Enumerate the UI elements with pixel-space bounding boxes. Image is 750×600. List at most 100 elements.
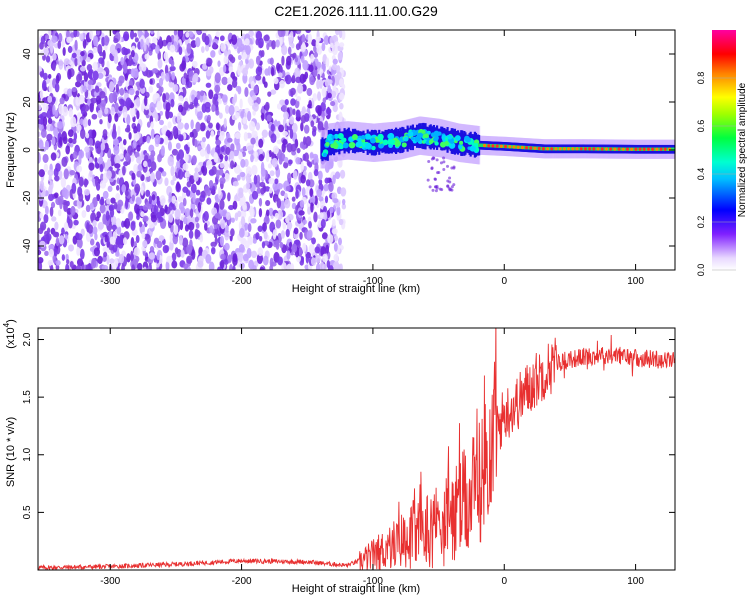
spectrogram-noise-cell [96, 193, 101, 202]
spectrogram-noise-cell [68, 137, 73, 144]
spectrogram-noise-cell [168, 111, 174, 119]
spectrogram-noise-cell [164, 177, 169, 187]
spectrogram-noise-cell [338, 92, 345, 101]
spectrogram-noise-cell [170, 165, 175, 177]
spectrogram-noise-cell [90, 257, 97, 269]
spectrogram-noise-cell [252, 109, 256, 116]
spectrogram-noise-cell [58, 32, 63, 43]
spectrogram-noise-cell [181, 76, 187, 86]
spectrogram-noise-cell [171, 195, 177, 204]
spectrogram-noise-cell [240, 110, 244, 119]
spectrogram-noise-cell [47, 169, 54, 176]
spectrogram-noise-cell [239, 227, 245, 238]
spectrogram-noise-cell [99, 51, 103, 57]
spectrogram-noise-cell [305, 135, 312, 147]
spectrogram-noise-cell [71, 87, 77, 93]
spectrogram-signal-peak [407, 131, 414, 137]
spectrogram-noise-cell [296, 95, 301, 102]
spectrogram-noise-cell [172, 125, 178, 136]
spectrogram-noise-cell [188, 103, 195, 110]
spectrogram-noise-cell [215, 144, 221, 155]
spectrogram-noise-cell [253, 174, 258, 185]
spectrogram-noise-cell [265, 209, 270, 217]
spectrogram-signal-max [613, 147, 617, 151]
spectrogram-noise-cell [111, 224, 117, 231]
spectrogram-noise-cell [287, 213, 294, 221]
spectrogram-ytick-label: -40 [22, 238, 33, 253]
spectrogram-noise-cell [282, 138, 288, 145]
snr-xlabel: Height of straight line (km) [292, 583, 420, 595]
spectrogram-noise-cell [278, 156, 283, 165]
spectrogram-noise-cell [283, 156, 289, 163]
spectrogram-noise-cell [272, 145, 279, 155]
spectrogram-noise-cell [144, 95, 148, 107]
spectrogram-signal-max [575, 147, 579, 151]
spectrogram-noise-cell [123, 138, 127, 146]
spectrogram-noise-cell [38, 233, 41, 241]
spectrogram-noise-cell [92, 46, 98, 54]
spectrogram-tail-cell [452, 183, 456, 187]
spectrogram-signal-peak [327, 133, 334, 141]
spectrogram-noise-cell [195, 222, 200, 229]
spectrogram-noise-cell [55, 237, 60, 247]
spectrogram-noise-cell [182, 237, 189, 248]
spectrogram-noise-cell [228, 54, 234, 61]
spectrogram-noise-cell [82, 85, 87, 93]
spectrogram-noise-cell [281, 55, 285, 66]
spectrogram-noise-cell [289, 36, 294, 43]
spectrogram-signal-max [663, 147, 667, 151]
spectrogram-noise-cell [287, 46, 292, 55]
spectrogram-signal-max [609, 147, 613, 151]
spectrogram-noise-cell [261, 129, 268, 138]
spectrogram-noise-cell [223, 50, 229, 57]
spectrogram-noise-cell [130, 50, 135, 58]
spectrogram-noise-cell [262, 76, 266, 85]
spectrogram-noise-cell [219, 35, 225, 42]
spectrogram-noise-cell [302, 60, 309, 71]
spectrogram-noise-cell [179, 63, 186, 72]
spectrogram-noise-cell [311, 39, 317, 47]
spectrogram-noise-cell [296, 30, 302, 34]
spectrogram-signal-max [604, 147, 609, 151]
spectrogram-noise-cell [230, 228, 235, 237]
spectrogram-noise-cell [152, 36, 158, 45]
spectrogram-noise-cell [169, 65, 176, 72]
spectrogram-signal-max [625, 147, 630, 151]
spectrogram-noise-cell [270, 133, 277, 144]
spectrogram-noise-cell [324, 177, 330, 184]
spectrogram-signal-peak [357, 137, 362, 143]
spectrogram-noise-cell [149, 78, 153, 85]
spectrogram-noise-cell [183, 263, 189, 270]
spectrogram-noise-cell [156, 30, 160, 40]
spectrogram-noise-cell [117, 199, 124, 208]
spectrogram-noise-cell [265, 101, 270, 112]
figure-title: C2E1.2026.111.11.00.G29 [274, 3, 438, 19]
spectrogram-noise-cell [313, 52, 319, 58]
spectrogram-tail-cell [438, 187, 442, 191]
spectrogram-noise-cell [239, 171, 246, 178]
spectrogram-noise-cell [146, 175, 151, 183]
spectrogram-noise-cell [149, 102, 156, 112]
spectrogram-noise-cell [333, 242, 338, 252]
spectrogram-noise-cell [245, 173, 251, 184]
snr-xtick-label: 100 [627, 576, 644, 587]
spectrogram-noise-cell [251, 130, 258, 138]
spectrogram-noise-cell [331, 228, 338, 235]
spectrogram-noise-cell [232, 264, 236, 270]
spectrogram-noise-cell [155, 170, 162, 181]
spectrogram-signal-max [558, 147, 562, 151]
spectrogram-noise-cell [150, 30, 155, 35]
spectrogram-noise-cell [126, 48, 131, 54]
spectrogram-noise-cell [224, 154, 229, 162]
spectrogram-noise-cell [51, 216, 57, 222]
spectrogram-noise-cell [178, 46, 183, 55]
spectrogram-noise-cell [305, 179, 311, 187]
spectrogram-noise-cell [130, 106, 136, 118]
spectrogram-noise-cell [326, 260, 331, 269]
spectrogram-tail-cell [446, 184, 450, 188]
spectrogram-noise-cell [70, 205, 76, 216]
spectrogram-noise-cell [133, 132, 140, 142]
spectrogram-noise-cell [325, 108, 332, 115]
spectrogram-noise-cell [90, 212, 97, 222]
spectrogram-noise-cell [95, 95, 102, 105]
